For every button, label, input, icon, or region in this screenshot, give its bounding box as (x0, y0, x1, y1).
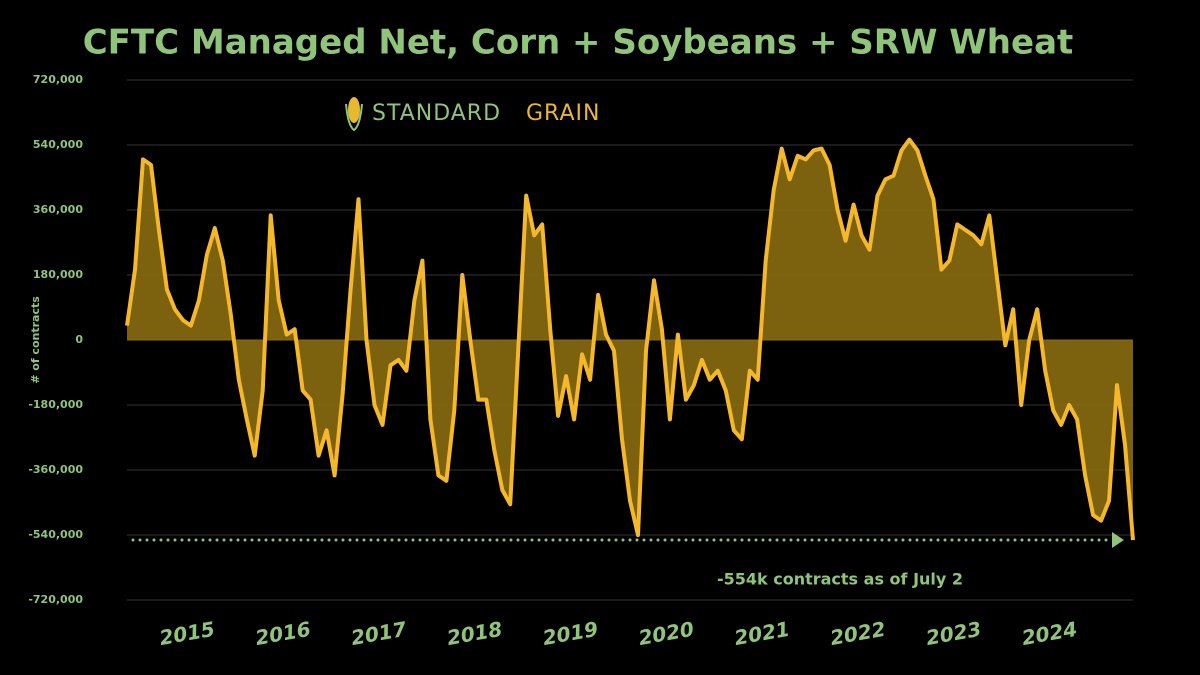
chart-title: CFTC Managed Net, Corn + Soybeans + SRW … (83, 23, 1074, 63)
y-tick-label: 0 (75, 333, 83, 346)
reference-arrow (1112, 532, 1124, 549)
y-tick-label: 180,000 (33, 268, 83, 281)
x-tick-label: 2018 (445, 617, 504, 650)
brand-word: GRAIN (526, 101, 600, 126)
brand-logo: STANDARD GRAIN (345, 97, 600, 132)
y-tick-label: -720,000 (28, 593, 83, 606)
logo-leaf (345, 103, 363, 132)
x-tick-label: 2021 (732, 617, 791, 650)
y-tick-label: 360,000 (33, 203, 83, 216)
x-tick-label: 2017 (349, 617, 408, 650)
area-fill (127, 139, 1133, 541)
annotation: -554k contracts as of July 2 (717, 570, 963, 589)
x-tick-label: 2015 (158, 617, 217, 650)
x-tick-label: 2022 (828, 617, 887, 650)
y-tick-label: 720,000 (33, 73, 83, 86)
x-tick-label: 2020 (637, 617, 696, 650)
y-tick-label: 540,000 (33, 138, 83, 151)
y-axis-label: # of contracts (29, 296, 42, 384)
line (125, 137, 1135, 541)
y-tick-label: -180,000 (28, 398, 83, 411)
x-tick-label: 2016 (253, 617, 312, 650)
x-tick-label: 2024 (1020, 617, 1079, 650)
logo-icon (348, 97, 360, 123)
y-tick-label: -360,000 (28, 463, 83, 476)
x-tick-label: 2023 (924, 617, 983, 650)
y-tick-label: -540,000 (28, 528, 83, 541)
brand-word: STANDARD (372, 101, 501, 126)
x-tick-label: 2019 (541, 617, 600, 650)
